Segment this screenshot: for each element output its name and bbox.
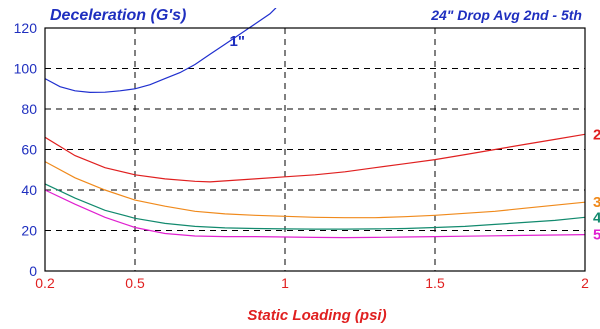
x-tick-labels: 0.2 0.5 1 1.5 2 <box>35 275 589 291</box>
y-tick-label: 60 <box>21 142 37 158</box>
y-tick-label: 80 <box>21 101 37 117</box>
x-tick-label: 1 <box>281 275 289 291</box>
series-label-2: 2 <box>593 126 600 143</box>
series-line-5 <box>45 189 585 239</box>
chart-title: Deceleration (G's) <box>50 7 186 24</box>
series-line-2 <box>45 133 585 183</box>
y-tick-label: 100 <box>14 61 38 77</box>
series-label-1: 1" <box>230 33 245 50</box>
y-tick-label: 40 <box>21 182 37 198</box>
grid-layer <box>45 28 585 271</box>
series-label-3: 3 <box>593 194 600 211</box>
series-label-4: 4 <box>593 209 600 226</box>
x-tick-label: 0.5 <box>125 275 145 291</box>
x-tick-label: 2 <box>581 275 589 291</box>
y-tick-label: 120 <box>14 20 38 36</box>
chart-subtitle: 24" Drop Avg 2nd - 5th <box>430 7 582 23</box>
series-line-3 <box>45 161 585 219</box>
x-axis-label: Static Loading (psi) <box>247 307 386 324</box>
y-tick-labels: 0 20 40 60 80 100 120 <box>14 20 38 279</box>
y-tick-label: 20 <box>21 223 37 239</box>
plot-frame <box>44 27 586 272</box>
series-labels: 1" 2 345 <box>230 33 600 244</box>
y-tick-label: 0 <box>29 263 37 279</box>
series-line-4 <box>45 183 585 230</box>
series-line-1 <box>45 8 277 94</box>
x-tick-label: 1.5 <box>425 275 445 291</box>
series-label-5: 5 <box>593 227 600 244</box>
curve-layer <box>45 8 585 239</box>
x-tick-label: 0.2 <box>35 275 55 291</box>
